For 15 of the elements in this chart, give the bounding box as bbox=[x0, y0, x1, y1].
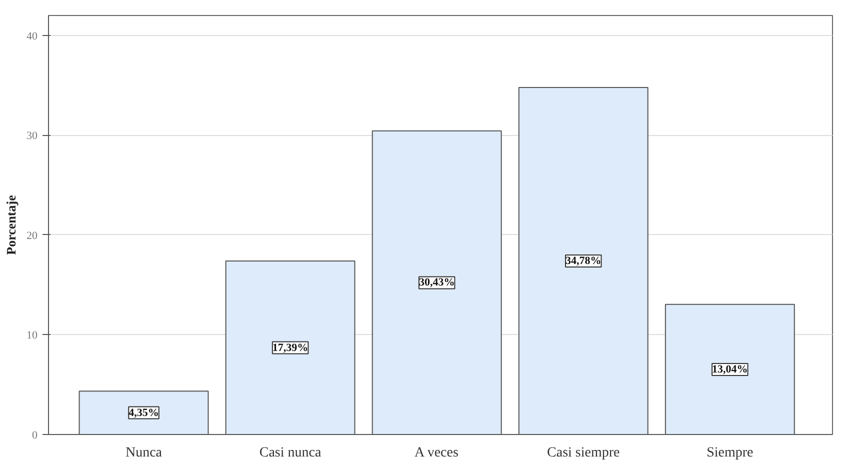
y-tick-label: 20 bbox=[26, 230, 38, 242]
x-tick-label: Siempre bbox=[706, 446, 754, 460]
y-tick-label: 10 bbox=[26, 330, 38, 342]
y-tick-label: 30 bbox=[26, 130, 38, 142]
x-tick-label: Casi nunca bbox=[259, 446, 322, 460]
data-label: 34,78% bbox=[566, 255, 602, 268]
y-axis-title: Porcentaje bbox=[4, 194, 18, 255]
x-tick-label: Casi siempre bbox=[547, 446, 620, 460]
x-tick-label: Nunca bbox=[125, 446, 163, 460]
y-tick-label: 0 bbox=[32, 430, 38, 442]
data-label: 17,39% bbox=[272, 342, 308, 354]
x-tick-label: A veces bbox=[414, 446, 458, 460]
data-label: 13,04% bbox=[712, 363, 748, 376]
y-tick-label: 40 bbox=[26, 30, 38, 42]
data-label: 30,43% bbox=[418, 276, 455, 289]
